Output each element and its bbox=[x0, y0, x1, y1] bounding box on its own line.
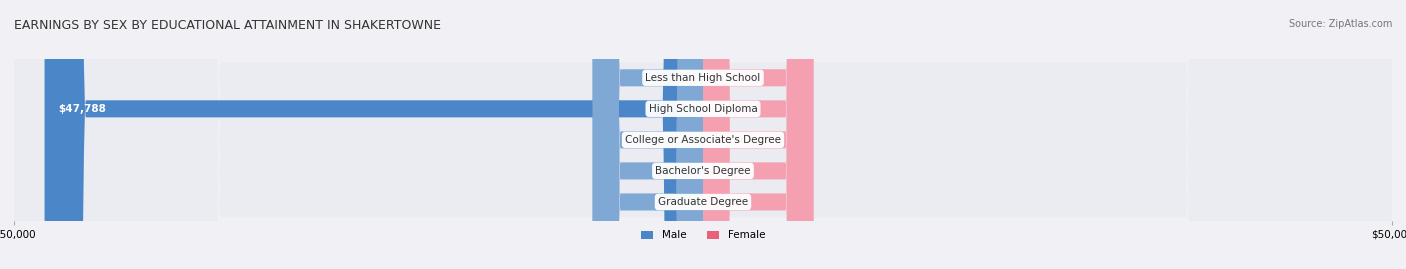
Text: $0: $0 bbox=[731, 73, 744, 83]
FancyBboxPatch shape bbox=[703, 0, 813, 269]
Text: High School Diploma: High School Diploma bbox=[648, 104, 758, 114]
FancyBboxPatch shape bbox=[703, 0, 813, 269]
Text: Less than High School: Less than High School bbox=[645, 73, 761, 83]
FancyBboxPatch shape bbox=[703, 0, 813, 269]
FancyBboxPatch shape bbox=[703, 0, 813, 269]
FancyBboxPatch shape bbox=[14, 0, 1392, 269]
Text: $0: $0 bbox=[662, 73, 675, 83]
FancyBboxPatch shape bbox=[593, 0, 703, 269]
Text: Bachelor's Degree: Bachelor's Degree bbox=[655, 166, 751, 176]
Text: $0: $0 bbox=[662, 135, 675, 145]
Text: $0: $0 bbox=[662, 166, 675, 176]
Text: Graduate Degree: Graduate Degree bbox=[658, 197, 748, 207]
FancyBboxPatch shape bbox=[14, 0, 1392, 269]
FancyBboxPatch shape bbox=[14, 0, 1392, 269]
Text: $47,788: $47,788 bbox=[58, 104, 107, 114]
Text: $0: $0 bbox=[731, 104, 744, 114]
FancyBboxPatch shape bbox=[593, 0, 703, 269]
FancyBboxPatch shape bbox=[45, 0, 703, 269]
Text: College or Associate's Degree: College or Associate's Degree bbox=[626, 135, 780, 145]
Text: $0: $0 bbox=[731, 135, 744, 145]
FancyBboxPatch shape bbox=[14, 0, 1392, 269]
FancyBboxPatch shape bbox=[14, 0, 1392, 269]
Legend: Male, Female: Male, Female bbox=[637, 226, 769, 245]
Text: EARNINGS BY SEX BY EDUCATIONAL ATTAINMENT IN SHAKERTOWNE: EARNINGS BY SEX BY EDUCATIONAL ATTAINMEN… bbox=[14, 19, 441, 32]
Text: Source: ZipAtlas.com: Source: ZipAtlas.com bbox=[1288, 19, 1392, 29]
Text: $0: $0 bbox=[731, 166, 744, 176]
FancyBboxPatch shape bbox=[703, 0, 813, 269]
Text: $0: $0 bbox=[662, 197, 675, 207]
Text: $0: $0 bbox=[731, 197, 744, 207]
FancyBboxPatch shape bbox=[593, 0, 703, 269]
FancyBboxPatch shape bbox=[593, 0, 703, 269]
